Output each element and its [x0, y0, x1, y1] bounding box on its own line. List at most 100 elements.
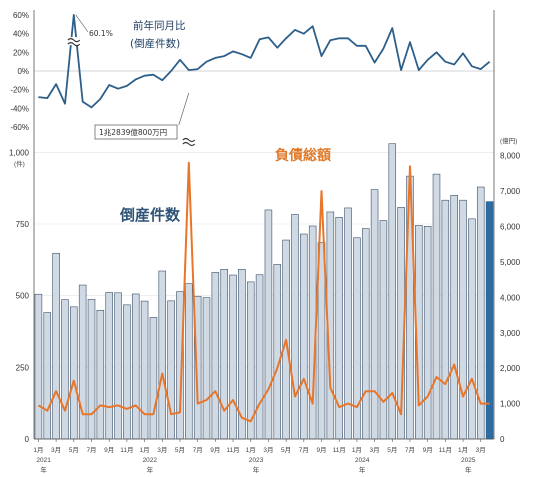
bar	[158, 270, 167, 440]
right-tick-label: 8,000	[500, 152, 521, 161]
x-tick-label: 7月	[405, 446, 415, 454]
bar	[300, 233, 308, 440]
bar	[353, 237, 361, 440]
year-suffix-label: 年	[465, 465, 472, 474]
x-tick-label: 9月	[104, 446, 114, 454]
year-suffix-label: 年	[40, 465, 47, 474]
left-tick-label: 250	[16, 363, 30, 372]
line-year-over-year	[38, 14, 491, 109]
right-tick-label: 3,000	[500, 329, 521, 338]
bar	[52, 252, 60, 440]
bar	[441, 199, 450, 440]
bar	[70, 306, 78, 440]
bar	[291, 214, 299, 440]
bar	[459, 199, 467, 440]
year-label: 2021	[36, 457, 51, 464]
year-label: 2023	[249, 457, 264, 464]
right-tick-label: 5,000	[500, 258, 521, 267]
yoy-break-gap	[66, 37, 81, 46]
bar	[264, 209, 273, 440]
year-label: 2025	[461, 457, 476, 464]
x-tick-label: 3月	[263, 446, 273, 454]
right-tick-label: 1,000	[500, 400, 521, 409]
year-suffix-label: 年	[253, 465, 260, 474]
x-tick-label: 7月	[299, 446, 309, 454]
right-axis-unit: (億円)	[500, 136, 517, 145]
bar	[167, 300, 175, 440]
x-tick-label: 3月	[370, 446, 380, 454]
x-tick-label: 1月	[458, 446, 468, 454]
top-tick-label: -20%	[10, 86, 29, 95]
bar	[61, 299, 69, 440]
bar	[96, 309, 105, 440]
bar	[211, 272, 220, 440]
bar	[114, 292, 122, 440]
bar	[229, 274, 237, 440]
bar	[34, 293, 43, 440]
debt-line-path	[37, 161, 490, 423]
debt-break-gap	[181, 137, 196, 145]
year-label: 2024	[355, 457, 370, 464]
bar	[220, 268, 228, 440]
bar	[450, 195, 458, 440]
x-tick-label: 1月	[246, 446, 256, 454]
debt-note-leader	[178, 92, 190, 126]
right-tick-label: 2,000	[500, 364, 521, 373]
x-tick-label: 7月	[86, 446, 96, 454]
right-tick-label: 4,000	[500, 293, 521, 302]
top-tick-label: -40%	[10, 104, 29, 113]
bar	[78, 284, 87, 440]
debt-series-label: 負債総額	[275, 147, 331, 164]
x-tick-label: 3月	[157, 446, 167, 454]
bar	[149, 317, 158, 440]
x-tick-label: 9月	[210, 446, 220, 454]
year-suffix-label: 年	[147, 465, 154, 474]
x-tick-label: 11月	[120, 446, 133, 454]
yoy-title-line1: 前年同月比	[133, 19, 186, 32]
bar	[87, 299, 96, 440]
bars-bankruptcy-count	[34, 143, 494, 440]
x-tick-label: 5月	[175, 446, 185, 454]
bar	[379, 220, 388, 440]
x-tick-label: 9月	[423, 446, 433, 454]
x-tick-label: 7月	[193, 446, 203, 454]
yoy-break-mark	[67, 38, 81, 43]
bar	[202, 297, 211, 440]
bar	[43, 312, 52, 440]
bar	[370, 189, 379, 440]
bar	[123, 304, 131, 440]
year-suffix-label: 年	[359, 465, 366, 474]
bar	[185, 283, 193, 440]
yoy-line-path	[38, 14, 491, 109]
x-tick-label: 5月	[69, 446, 79, 454]
top-tick-label: 40%	[13, 30, 29, 39]
x-tick-label: 1月	[352, 446, 362, 454]
right-tick-label: 7,000	[500, 187, 521, 196]
year-label: 2022	[143, 457, 158, 464]
top-tick-label: -60%	[10, 123, 29, 132]
yoy-peak-label: 60.1%	[89, 29, 113, 38]
left-tick-label: 0	[25, 435, 30, 444]
bar	[468, 218, 476, 440]
debt-note-label: 1兆2839億800万円	[99, 127, 167, 137]
x-tick-label: 5月	[387, 446, 397, 454]
left-tick-label: 1,000	[9, 148, 30, 157]
x-tick-label: 11月	[333, 446, 346, 454]
top-tick-label: 60%	[13, 11, 29, 20]
x-tick-label: 5月	[281, 446, 291, 454]
left-tick-label: 750	[16, 220, 30, 229]
x-tick-label: 11月	[226, 446, 239, 454]
bar	[105, 292, 113, 440]
x-tick-label: 3月	[476, 446, 486, 454]
x-tick-label: 1月	[33, 446, 43, 454]
yoy-break-mark	[67, 42, 81, 47]
left-tick-label: 500	[16, 292, 30, 301]
x-tick-label: 3月	[51, 446, 61, 454]
line-total-debt	[37, 92, 490, 423]
left-axis-unit: (件)	[14, 159, 25, 168]
bar	[361, 228, 370, 440]
count-series-label: 倒産件数	[119, 206, 181, 224]
bar	[423, 225, 432, 440]
debt-break-mark	[182, 137, 196, 143]
